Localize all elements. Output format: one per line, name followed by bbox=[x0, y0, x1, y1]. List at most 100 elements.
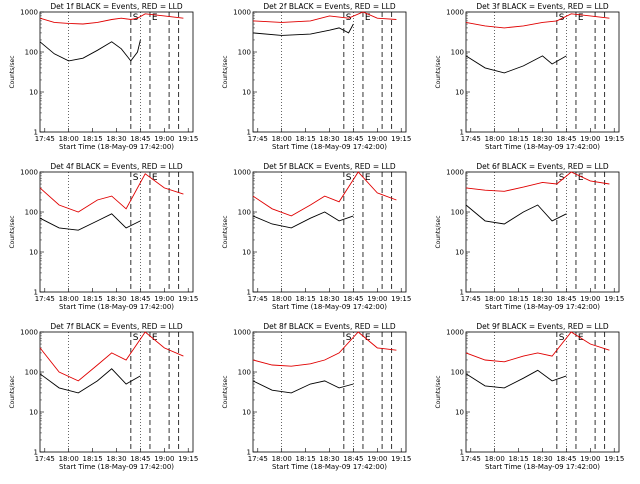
y-axis-label: Counts/sec bbox=[9, 55, 16, 88]
x-tick-label: 19:00 bbox=[367, 455, 387, 463]
y-tick-label: 100 bbox=[451, 49, 464, 57]
x-tick-label: 18:45 bbox=[556, 135, 576, 143]
x-tick-label: 18:15 bbox=[296, 295, 316, 303]
events-series bbox=[252, 380, 354, 394]
x-tick-label: 18:00 bbox=[272, 295, 292, 303]
x-axis-label: Start Time (18-May-09 17:42:00) bbox=[485, 463, 600, 471]
x-axis-label: Start Time (18-May-09 17:42:00) bbox=[485, 143, 600, 151]
chart-title: Det 1f BLACK = Events, RED = LLD bbox=[50, 2, 183, 11]
marker-e: E bbox=[365, 173, 371, 183]
x-tick-label: 18:00 bbox=[59, 455, 79, 463]
y-tick-label: 100 bbox=[25, 49, 38, 57]
x-tick-label: 19:15 bbox=[391, 295, 411, 303]
plot-frame bbox=[465, 11, 620, 133]
chart-title: Det 4f BLACK = Events, RED = LLD bbox=[50, 162, 183, 171]
marker-s: S bbox=[133, 173, 139, 183]
y-tick-label: 1 bbox=[247, 129, 251, 137]
x-tick-label: 18:45 bbox=[130, 295, 150, 303]
x-tick-label: 18:30 bbox=[106, 455, 126, 463]
chart-title: Det 3f BLACK = Events, RED = LLD bbox=[476, 2, 609, 11]
x-tick-label: 17:45 bbox=[35, 455, 55, 463]
y-tick-label: 10 bbox=[242, 89, 251, 97]
y-axis-label: Counts/sec bbox=[435, 215, 442, 248]
x-tick-label: 18:45 bbox=[343, 135, 363, 143]
x-tick-label: 18:15 bbox=[83, 135, 103, 143]
x-tick-label: 19:15 bbox=[178, 135, 198, 143]
events-series bbox=[465, 204, 567, 225]
marker-e: E bbox=[578, 13, 584, 23]
chart-panel-9: Det 9f BLACK = Events, RED = LLD 1 10 100 10… bbox=[435, 322, 624, 471]
y-tick-label: 10 bbox=[29, 249, 38, 257]
chart-panel-5: Det 5f BLACK = Events, RED = LLD 1 10 100 10… bbox=[222, 162, 411, 311]
x-tick-label: 18:30 bbox=[106, 295, 126, 303]
marker-s: S bbox=[346, 173, 352, 183]
x-tick-label: 18:15 bbox=[83, 455, 103, 463]
x-tick-label: 18:45 bbox=[130, 455, 150, 463]
x-tick-label: 17:45 bbox=[461, 455, 481, 463]
x-tick-label: 19:15 bbox=[178, 295, 198, 303]
x-tick-label: 18:15 bbox=[509, 455, 529, 463]
x-tick-label: 19:15 bbox=[178, 455, 198, 463]
x-tick-label: 18:30 bbox=[532, 455, 552, 463]
marker-e: E bbox=[365, 333, 371, 343]
y-tick-label: 1 bbox=[247, 289, 251, 297]
x-tick-label: 17:45 bbox=[461, 135, 481, 143]
x-tick-label: 18:45 bbox=[556, 455, 576, 463]
chart-title: Det 6f BLACK = Events, RED = LLD bbox=[476, 162, 609, 171]
y-axis-label: Counts/sec bbox=[435, 55, 442, 88]
marker-s: S bbox=[559, 333, 565, 343]
x-tick-label: 17:45 bbox=[461, 295, 481, 303]
x-tick-label: 18:15 bbox=[296, 135, 316, 143]
y-tick-label: 10 bbox=[455, 409, 464, 417]
x-axis-label: Start Time (18-May-09 17:42:00) bbox=[59, 463, 174, 471]
x-tick-label: 18:45 bbox=[556, 295, 576, 303]
x-tick-label: 19:00 bbox=[580, 295, 600, 303]
x-tick-label: 18:45 bbox=[130, 135, 150, 143]
events-series bbox=[39, 368, 141, 394]
plot-frame bbox=[252, 171, 407, 293]
x-tick-label: 18:45 bbox=[343, 455, 363, 463]
y-tick-label: 1 bbox=[460, 129, 464, 137]
chart-panel-1: Det 1f BLACK = Events, RED = LLD 1 10 100 10… bbox=[9, 2, 198, 151]
y-tick-label: 1000 bbox=[20, 9, 38, 17]
x-tick-label: 18:15 bbox=[509, 295, 529, 303]
plot-frame bbox=[39, 11, 194, 133]
lld-series bbox=[465, 331, 610, 363]
x-tick-label: 19:00 bbox=[367, 295, 387, 303]
x-axis-label: Start Time (18-May-09 17:42:00) bbox=[59, 143, 174, 151]
x-tick-label: 19:00 bbox=[154, 455, 174, 463]
x-axis-label: Start Time (18-May-09 17:42:00) bbox=[272, 463, 387, 471]
chart-panel-2: Det 2f BLACK = Events, RED = LLD 1 10 100 10… bbox=[222, 2, 411, 151]
y-tick-label: 100 bbox=[25, 369, 38, 377]
y-tick-label: 1 bbox=[34, 289, 38, 297]
x-tick-label: 19:00 bbox=[367, 135, 387, 143]
y-axis-label: Counts/sec bbox=[222, 55, 229, 88]
x-tick-label: 19:00 bbox=[154, 295, 174, 303]
y-axis-label: Counts/sec bbox=[9, 375, 16, 408]
y-tick-label: 10 bbox=[455, 249, 464, 257]
lld-series bbox=[39, 331, 184, 382]
x-tick-label: 17:45 bbox=[248, 455, 268, 463]
lld-series bbox=[465, 13, 610, 29]
x-tick-label: 18:00 bbox=[485, 295, 505, 303]
x-tick-label: 18:30 bbox=[319, 295, 339, 303]
x-tick-label: 19:00 bbox=[580, 135, 600, 143]
x-axis-label: Start Time (18-May-09 17:42:00) bbox=[59, 303, 174, 311]
events-series bbox=[252, 23, 354, 36]
marker-e: E bbox=[152, 13, 158, 23]
marker-s: S bbox=[133, 333, 139, 343]
y-tick-label: 10 bbox=[242, 249, 251, 257]
chart-panel-6: Det 6f BLACK = Events, RED = LLD 1 10 100 10… bbox=[435, 162, 624, 311]
x-tick-label: 18:00 bbox=[272, 135, 292, 143]
y-tick-label: 1 bbox=[460, 449, 464, 457]
chart-panel-3: Det 3f BLACK = Events, RED = LLD 1 10 100 10… bbox=[435, 2, 624, 151]
y-tick-label: 1000 bbox=[446, 9, 464, 17]
x-axis-label: Start Time (18-May-09 17:42:00) bbox=[485, 303, 600, 311]
x-tick-label: 17:45 bbox=[35, 135, 55, 143]
y-tick-label: 100 bbox=[238, 49, 251, 57]
chart-panel-8: Det 8f BLACK = Events, RED = LLD 1 10 100 10… bbox=[222, 322, 411, 471]
marker-e: E bbox=[365, 13, 371, 23]
chart-title: Det 7f BLACK = Events, RED = LLD bbox=[50, 322, 183, 331]
